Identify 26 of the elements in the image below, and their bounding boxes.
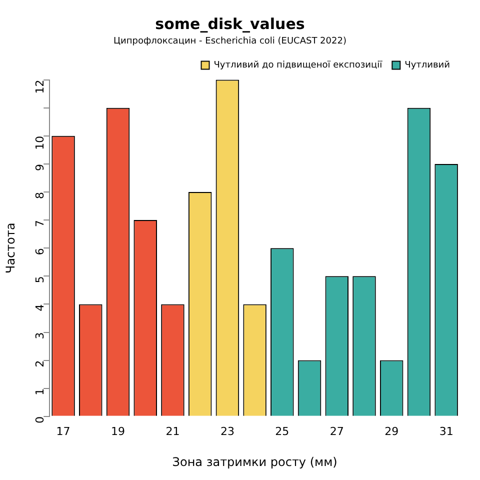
x-tick-label: 21 bbox=[166, 424, 180, 438]
y-tick-label: 1 bbox=[33, 388, 46, 396]
y-tick-label: 7 bbox=[33, 220, 46, 228]
x-tick-label: 23 bbox=[220, 424, 234, 438]
y-tick-label: 8 bbox=[33, 192, 46, 199]
y-tick-label: 4 bbox=[33, 304, 46, 312]
y-tick-label: 12 bbox=[33, 80, 46, 94]
chart-title: some_disk_values bbox=[155, 14, 305, 33]
legend-label: Чутливий bbox=[404, 60, 450, 71]
x-tick-label: 29 bbox=[384, 424, 399, 438]
y-axis-title: Частота bbox=[3, 222, 18, 274]
y-tick-label: 0 bbox=[33, 416, 46, 424]
y-tick-label: 5 bbox=[33, 276, 46, 284]
x-tick-label: 17 bbox=[56, 424, 70, 438]
x-axis-title: Зона затримки росту (мм) bbox=[172, 454, 338, 469]
chart-subtitle: Ципрофлоксацин - Escherichia coli (EUCAST 2022) bbox=[114, 36, 346, 47]
y-tick-label: 2 bbox=[33, 360, 46, 368]
x-tick-label: 25 bbox=[275, 424, 290, 438]
y-tick-label: 9 bbox=[33, 164, 46, 171]
y-tick-label: 6 bbox=[33, 248, 46, 256]
y-tick-label: 3 bbox=[33, 332, 46, 340]
x-tick-label: 31 bbox=[439, 424, 454, 438]
x-tick-label: 19 bbox=[111, 424, 125, 438]
legend-label: Чутливий до підвищеної експозиції bbox=[214, 60, 383, 71]
x-tick-label: 27 bbox=[330, 424, 344, 438]
y-tick-label: 10 bbox=[33, 136, 46, 150]
